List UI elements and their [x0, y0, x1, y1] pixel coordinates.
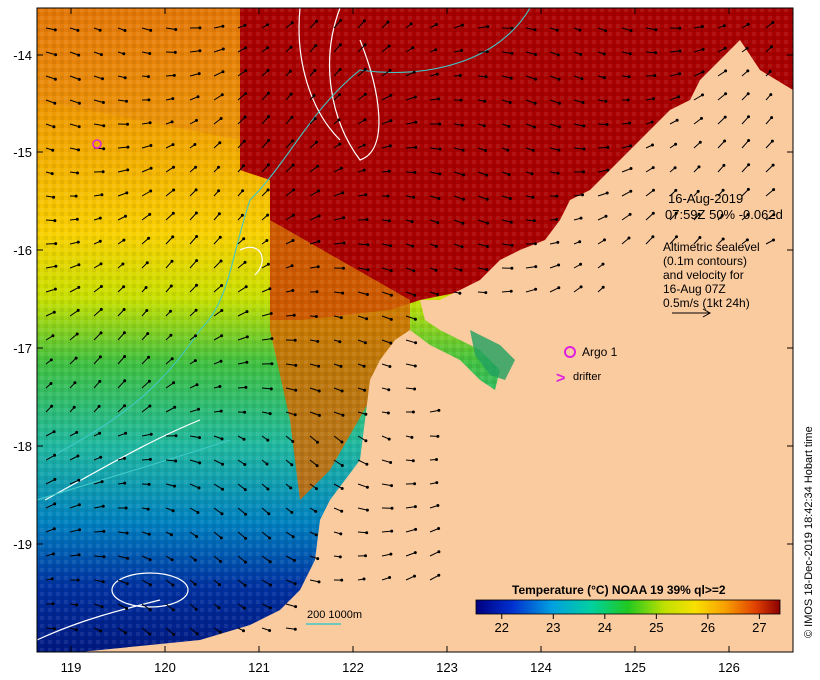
- x-tick-label: 124: [530, 660, 552, 675]
- y-tick-label: -15: [13, 145, 32, 160]
- date-annotation: 16-Aug-2019 07:59Z 50% -0.062d: [665, 191, 783, 222]
- date-line-2: 07:59Z 50% -0.062d: [665, 207, 783, 222]
- x-tick-label: 122: [342, 660, 364, 675]
- drifter-label: drifter: [573, 371, 601, 383]
- depth-scale: 200 1000m: [306, 609, 362, 625]
- legend-line-4: 16-Aug 07Z: [663, 282, 726, 296]
- colorbar-tick-label: 27: [752, 620, 766, 635]
- velocity-scale-arrow: [672, 308, 712, 318]
- velocity-arrows: [45, 19, 776, 636]
- colorbar-tick-label: 23: [546, 620, 560, 635]
- y-tick-label: -14: [13, 48, 32, 63]
- colorbar-tick-label: 24: [598, 620, 612, 635]
- legend-line-1: Altimetric sealevel: [663, 240, 760, 254]
- y-tick-label: -18: [13, 439, 32, 454]
- drifter-icon: >: [556, 370, 565, 387]
- x-tick-label: 121: [248, 660, 270, 675]
- argo-float-marker: [92, 139, 102, 149]
- date-line-1: 16-Aug-2019: [668, 191, 743, 206]
- depth-scale-label: 200 1000m: [307, 609, 362, 621]
- y-tick-label: -19: [13, 537, 32, 552]
- colorbar-tick-label: 26: [701, 620, 715, 635]
- plot-area: [36, 7, 793, 652]
- colorbar-title: Temperature (°C) NOAA 19 39% ql>=2: [512, 583, 726, 597]
- colorbar-tick-label: 22: [495, 620, 509, 635]
- colorbar-ramp: [475, 599, 781, 615]
- land-mass: [80, 40, 793, 652]
- legend-line-2: (0.1m contours): [663, 254, 747, 268]
- sealevel-contours: [36, 7, 380, 641]
- y-tick-label: -17: [13, 341, 32, 356]
- x-tick-label: 119: [61, 660, 82, 675]
- drifter-legend: > drifter: [556, 370, 601, 387]
- credit-text: © IMOS 18-Dec-2019 18:42:34 Hobart time: [803, 426, 815, 638]
- argo-legend-icon: [564, 346, 576, 358]
- legend-line-5: 0.5m/s (1kt 24h): [663, 296, 750, 310]
- y-axis: -14 -15 -16 -17 -18 -19: [13, 48, 793, 552]
- isobath-lines: [36, 7, 531, 501]
- argo-label: Argo 1: [582, 345, 618, 359]
- x-tick-label: 123: [436, 660, 458, 675]
- x-tick-label: 126: [718, 660, 740, 675]
- argo-legend: Argo 1: [564, 345, 618, 359]
- y-tick-label: -16: [13, 243, 32, 258]
- x-tick-label: 120: [154, 660, 176, 675]
- legend-line-3: and velocity for: [663, 268, 744, 282]
- colorbar: Temperature (°C) NOAA 19 39% ql>=2 22 23 2…: [475, 583, 781, 635]
- x-tick-label: 125: [624, 660, 646, 675]
- legend-text: Altimetric sealevel (0.1m contours) and …: [663, 240, 760, 318]
- plot-frame: [36, 7, 794, 653]
- colorbar-tick-label: 25: [649, 620, 663, 635]
- x-axis: 119 120 121 122 123 124 125 126: [61, 8, 740, 675]
